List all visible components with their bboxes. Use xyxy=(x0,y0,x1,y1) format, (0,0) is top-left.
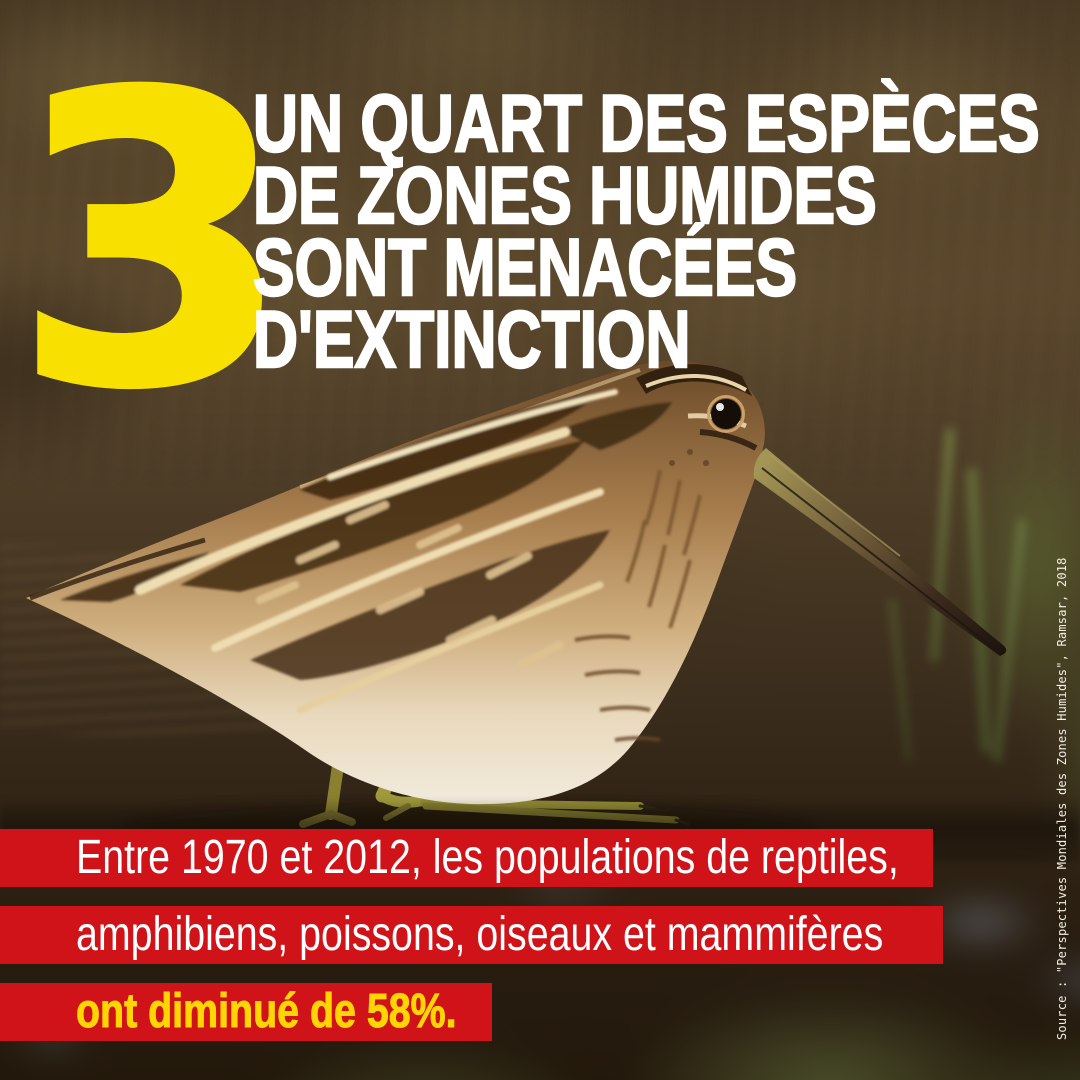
bird-head xyxy=(636,364,758,466)
headline-line: SONT MENACÉES xyxy=(252,223,798,313)
accent-number: 3 xyxy=(10,11,293,476)
stat-text-1: Entre 1970 et 2012, les populations de r… xyxy=(76,831,899,884)
headline-line: DE ZONES HUMIDES xyxy=(252,151,878,241)
headline-line: D'EXTINCTION xyxy=(252,295,691,385)
stat-banner-1: Entre 1970 et 2012, les populations de r… xyxy=(0,829,933,887)
headline: UN QUART DES ESPÈCES DE ZONES HUMIDES SO… xyxy=(252,79,1080,385)
bird-wing-pattern xyxy=(60,389,702,742)
source-credit: Source : "Perspectives Mondiales des Zon… xyxy=(1055,557,1069,1040)
stat-text-2: amphibiens, poissons, oiseaux et mammifè… xyxy=(76,908,884,961)
bird-beak xyxy=(753,448,1007,656)
bird-eye xyxy=(707,395,745,433)
headline-line: UN QUART DES ESPÈCES xyxy=(252,79,1041,169)
stat-highlight-text: ont diminué de 58%. xyxy=(76,985,457,1038)
stat-banner-2: amphibiens, poissons, oiseaux et mammifè… xyxy=(0,906,943,964)
stat-banner-3: ont diminué de 58%. xyxy=(0,983,492,1041)
